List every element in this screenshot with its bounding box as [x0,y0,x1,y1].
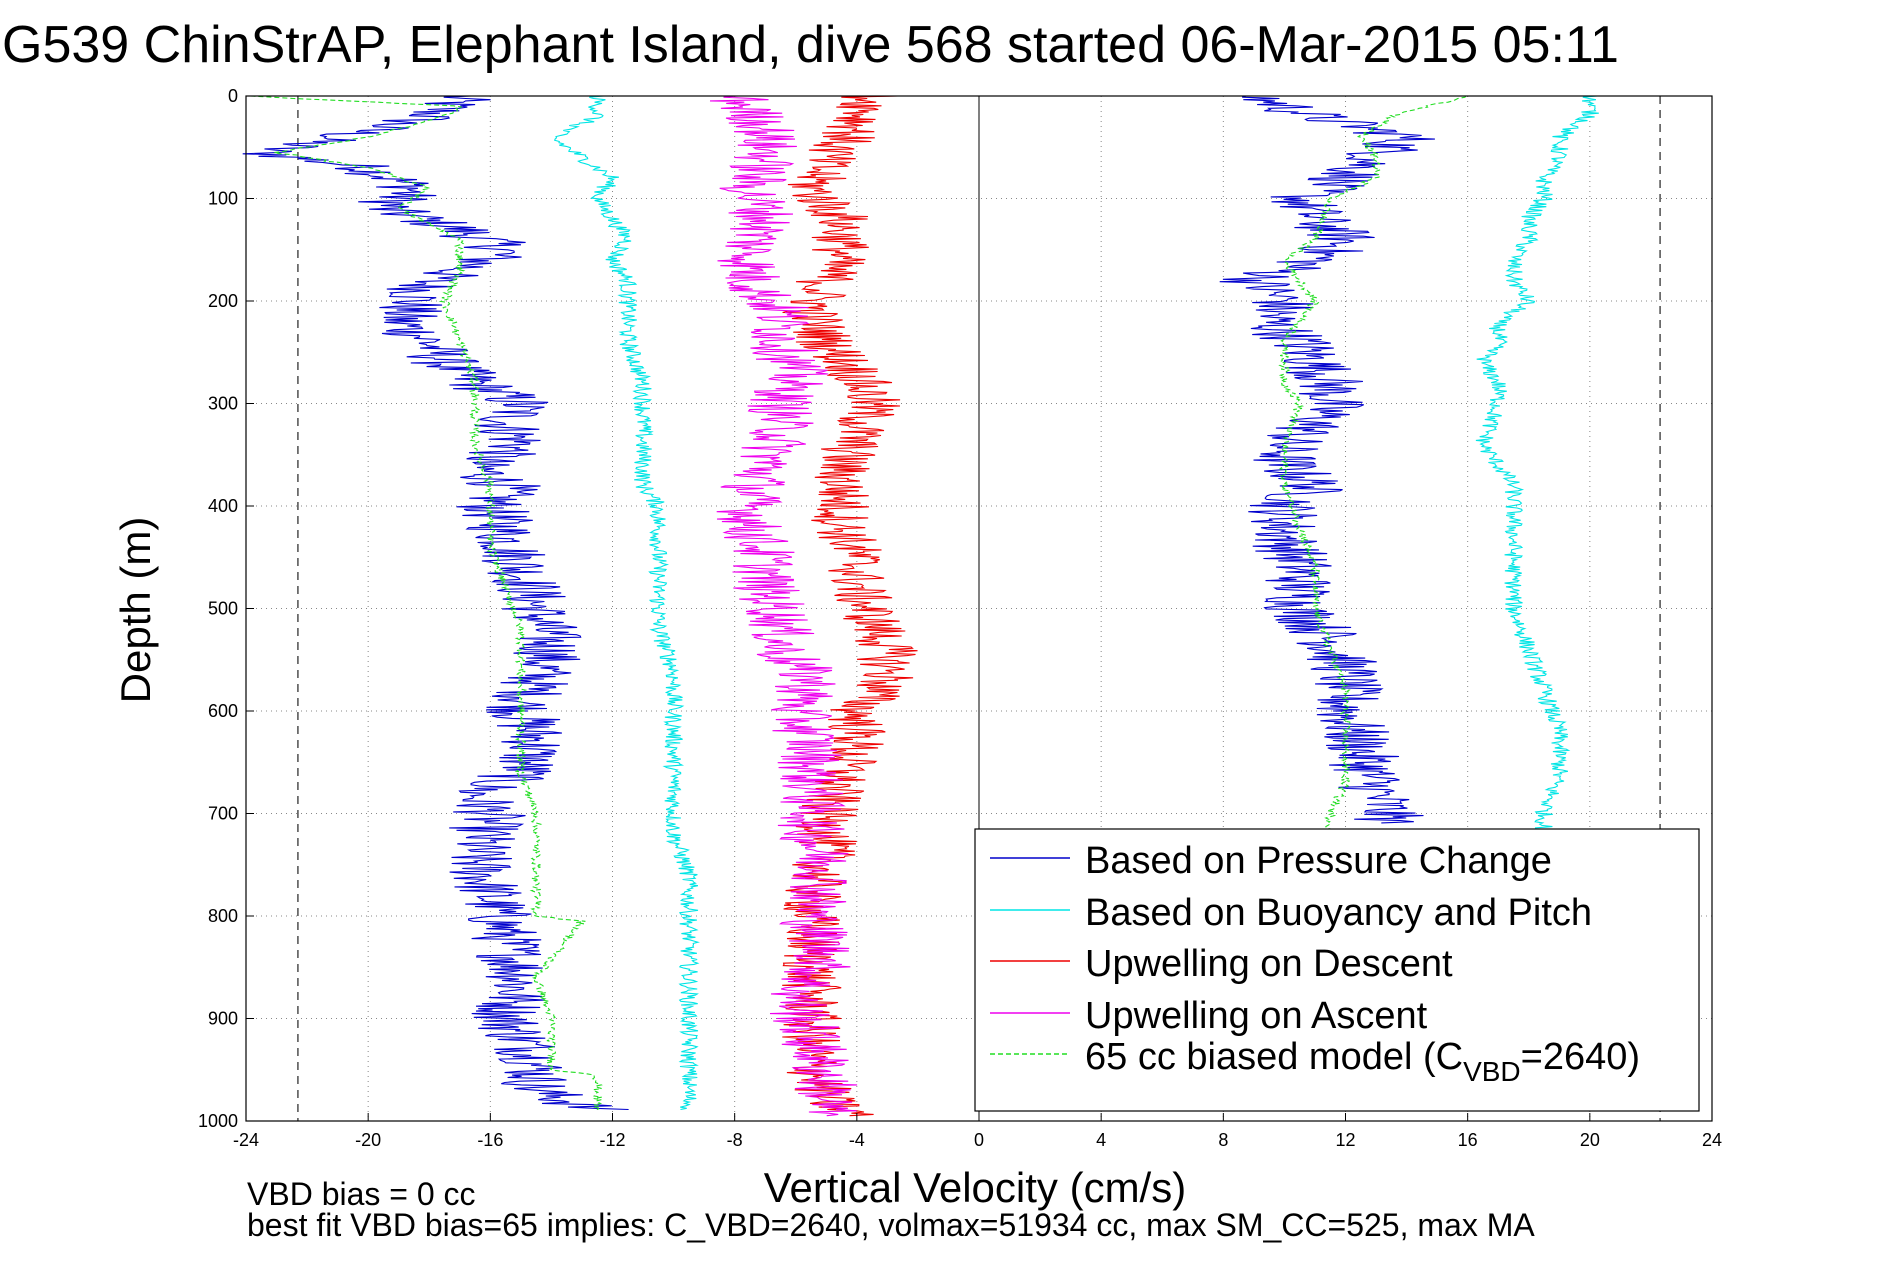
annotation-best-fit: best fit VBD bias=65 implies: C_VBD=2640… [247,1207,1535,1243]
annotation-vbd-bias: VBD bias = 0 cc [247,1176,476,1212]
x-tick-label: -12 [599,1130,625,1150]
legend-label: Upwelling on Ascent [1085,995,1428,1037]
x-axis-label: Vertical Velocity (cm/s) [764,1164,1186,1211]
x-tick-label: 12 [1335,1130,1355,1150]
legend-label: Upwelling on Descent [1085,943,1453,985]
y-axis-label: Depth (m) [112,517,159,704]
series-4-descent-line [250,95,603,1111]
y-tick-label: 1000 [198,1111,238,1131]
series-3-ascent-line [709,95,858,1117]
series-0-descent-line [242,95,629,1111]
legend: Based on Pressure Change Based on Buoyanc… [974,828,1700,1112]
x-tick-label: 0 [974,1130,984,1150]
y-tick-label: 200 [208,291,238,311]
y-tick-label: 500 [208,599,238,619]
series-4-ascent-line [1278,95,1467,855]
legend-box [974,828,1700,1112]
series-1-descent-line [553,95,700,1111]
x-tick-label: -8 [727,1130,743,1150]
x-tick-label: -24 [233,1130,259,1150]
series-lines [242,95,1599,1117]
series-0-ascent-line [1219,95,1435,824]
legend-label: Based on Buoyancy and Pitch [1085,892,1592,934]
y-tick-label: 800 [208,906,238,926]
x-tick-label: 8 [1218,1130,1228,1150]
legend-label: Based on Pressure Change [1085,840,1552,882]
x-tick-label: 24 [1702,1130,1722,1150]
y-tick-label: 700 [208,804,238,824]
y-tick-label: 900 [208,1009,238,1029]
x-tick-label: -16 [477,1130,503,1150]
legend-label-subscript: VBD [1463,1056,1521,1087]
series-2-descent-line [782,95,918,1117]
y-tick-label: 300 [208,394,238,414]
x-tick-label: -4 [849,1130,865,1150]
y-tick-label: 100 [208,189,238,209]
x-axis-ticks: -24 -20 -16 -12 -8 -4 0 4 8 12 16 20 24 [233,1113,1722,1150]
y-axis-ticks: 0 100 200 300 400 500 600 700 800 900 1000 [198,86,254,1131]
x-tick-label: -20 [355,1130,381,1150]
chart-title: G539 ChinStrAP, Elephant Island, dive 56… [2,16,1619,74]
y-tick-label: 0 [228,86,238,106]
legend-label-tail: =2640) [1521,1036,1640,1078]
x-tick-label: 4 [1096,1130,1106,1150]
x-tick-label: 16 [1458,1130,1478,1150]
x-tick-label: 20 [1580,1130,1600,1150]
series-1-ascent-line [1475,95,1599,834]
y-tick-label: 400 [208,496,238,516]
y-tick-label: 600 [208,701,238,721]
